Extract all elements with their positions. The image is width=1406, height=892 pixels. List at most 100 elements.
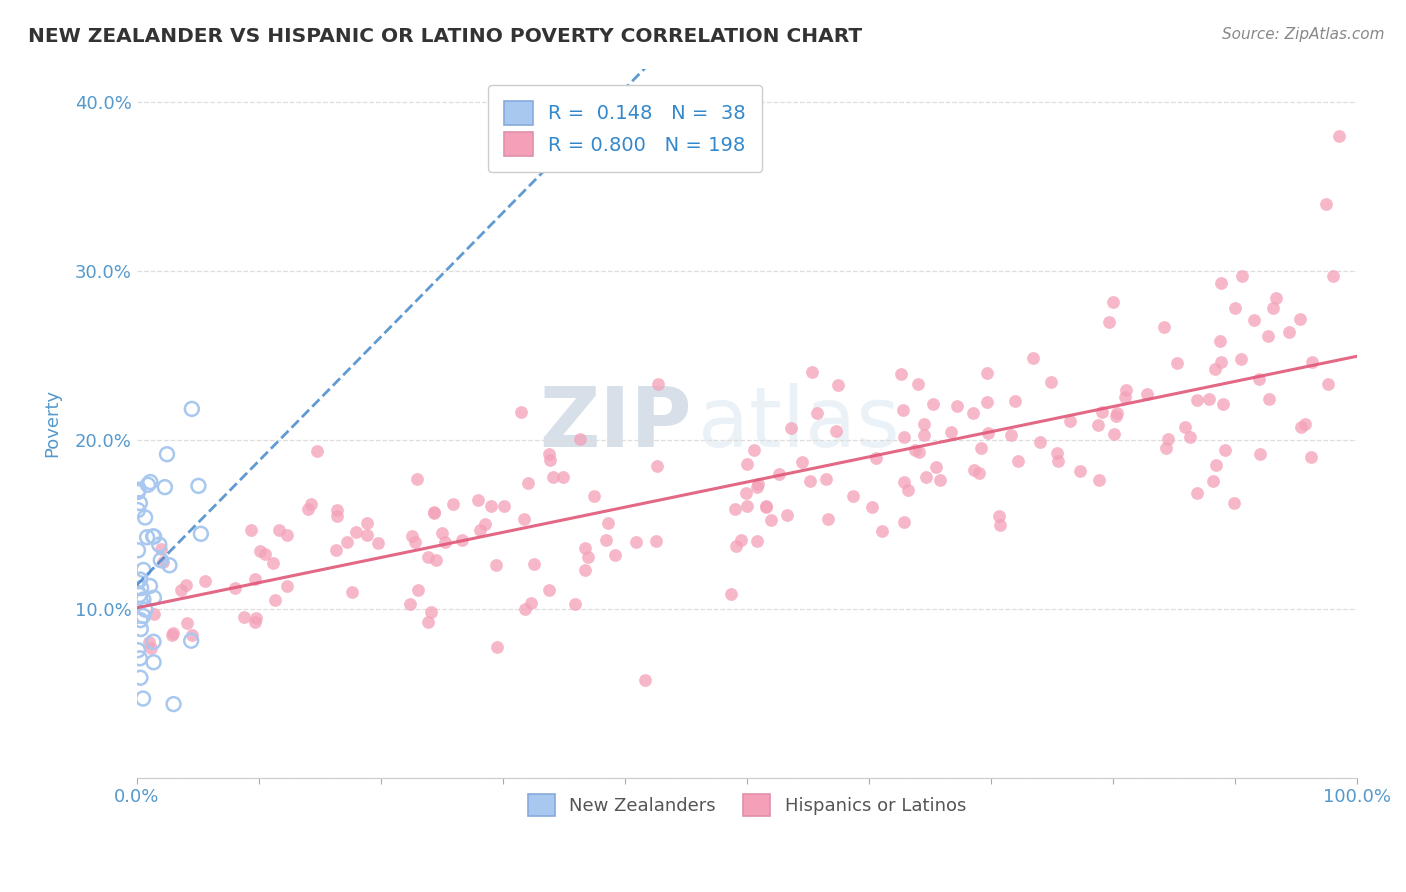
Point [406,583,429,598]
Point [969,441,991,455]
Point [893,429,915,443]
Point [799,474,821,488]
Point [541,470,564,484]
Point [1114,390,1136,404]
Point [759,512,782,526]
Point [1007,454,1029,468]
Point [262,556,284,570]
Point [1187,392,1209,407]
Point [276,528,298,542]
Point [1154,441,1177,455]
Point [742,442,765,457]
Point [977,426,1000,441]
Point [129,622,152,636]
Point [325,508,347,523]
Point [755,500,778,515]
Point [128,496,150,510]
Point [470,524,492,538]
Point [1047,453,1070,467]
Point [513,602,536,616]
Point [724,502,747,516]
Point [143,530,166,544]
Point [827,377,849,392]
Point [335,535,357,549]
Point [645,533,668,548]
Point [187,479,209,493]
Point [485,558,508,573]
Point [633,673,655,687]
Point [988,518,1011,533]
Text: NEW ZEALANDER VS HISPANIC OR LATINO POVERTY CORRELATION CHART: NEW ZEALANDER VS HISPANIC OR LATINO POVE… [28,27,862,45]
Point [538,453,561,467]
Point [136,477,159,491]
Point [132,592,155,607]
Point [299,497,322,511]
Point [564,597,586,611]
Point [1243,312,1265,326]
Legend: New Zealanders, Hispanics or Latinos: New Zealanders, Hispanics or Latinos [519,785,974,825]
Point [485,640,508,655]
Point [929,473,952,487]
Point [645,458,668,473]
Point [128,483,150,497]
Point [747,534,769,549]
Point [814,472,837,486]
Point [1209,334,1232,348]
Point [730,533,752,547]
Text: Source: ZipAtlas.com: Source: ZipAtlas.com [1222,27,1385,42]
Point [1105,406,1128,420]
Point [467,493,489,508]
Point [1211,355,1233,369]
Point [129,671,152,685]
Point [976,367,998,381]
Point [129,573,152,587]
Point [1069,464,1091,478]
Point [152,556,174,570]
Point [264,593,287,607]
Point [1187,486,1209,500]
Point [127,503,149,517]
Point [419,605,441,619]
Point [356,528,378,542]
Point [1102,294,1125,309]
Point [176,616,198,631]
Point [1029,434,1052,449]
Point [1153,320,1175,334]
Point [1198,392,1220,407]
Point [806,406,828,420]
Point [1157,432,1180,446]
Point [538,447,561,461]
Point [128,588,150,602]
Point [976,395,998,409]
Point [925,459,948,474]
Point [605,548,627,562]
Point [963,463,986,477]
Point [132,609,155,624]
Point [1278,325,1301,339]
Point [1059,414,1081,428]
Point [127,543,149,558]
Point [1098,315,1121,329]
Point [180,633,202,648]
Point [624,535,647,549]
Point [1327,129,1350,144]
Point [583,489,606,503]
Point [425,552,447,566]
Point [776,508,799,523]
Point [138,635,160,649]
Point [479,500,502,514]
Point [1091,405,1114,419]
Point [1289,419,1312,434]
Point [356,516,378,530]
Point [801,365,824,379]
Point [595,533,617,548]
Point [1301,354,1323,368]
Point [1232,268,1254,283]
Point [893,475,915,489]
Point [162,625,184,640]
Point [249,543,271,558]
Point [1322,269,1344,284]
Point [224,581,246,595]
Point [1136,386,1159,401]
Point [509,405,531,419]
